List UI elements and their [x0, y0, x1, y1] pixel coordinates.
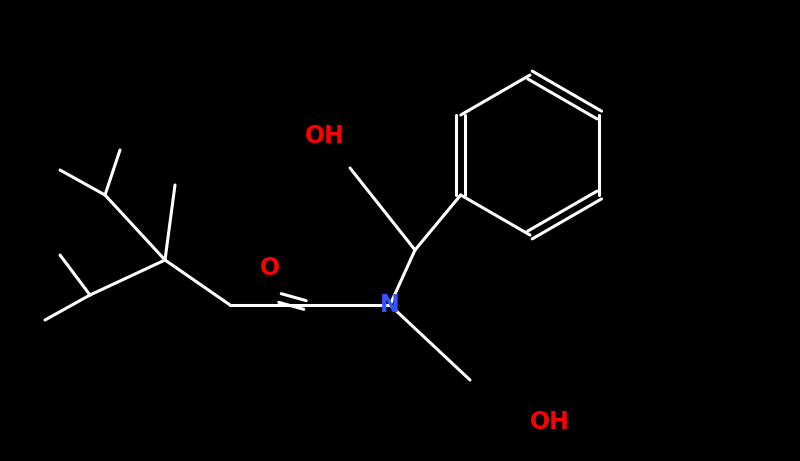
Text: OH: OH	[305, 124, 345, 148]
Text: N: N	[380, 293, 400, 317]
Text: O: O	[260, 256, 280, 280]
Text: OH: OH	[530, 410, 570, 434]
